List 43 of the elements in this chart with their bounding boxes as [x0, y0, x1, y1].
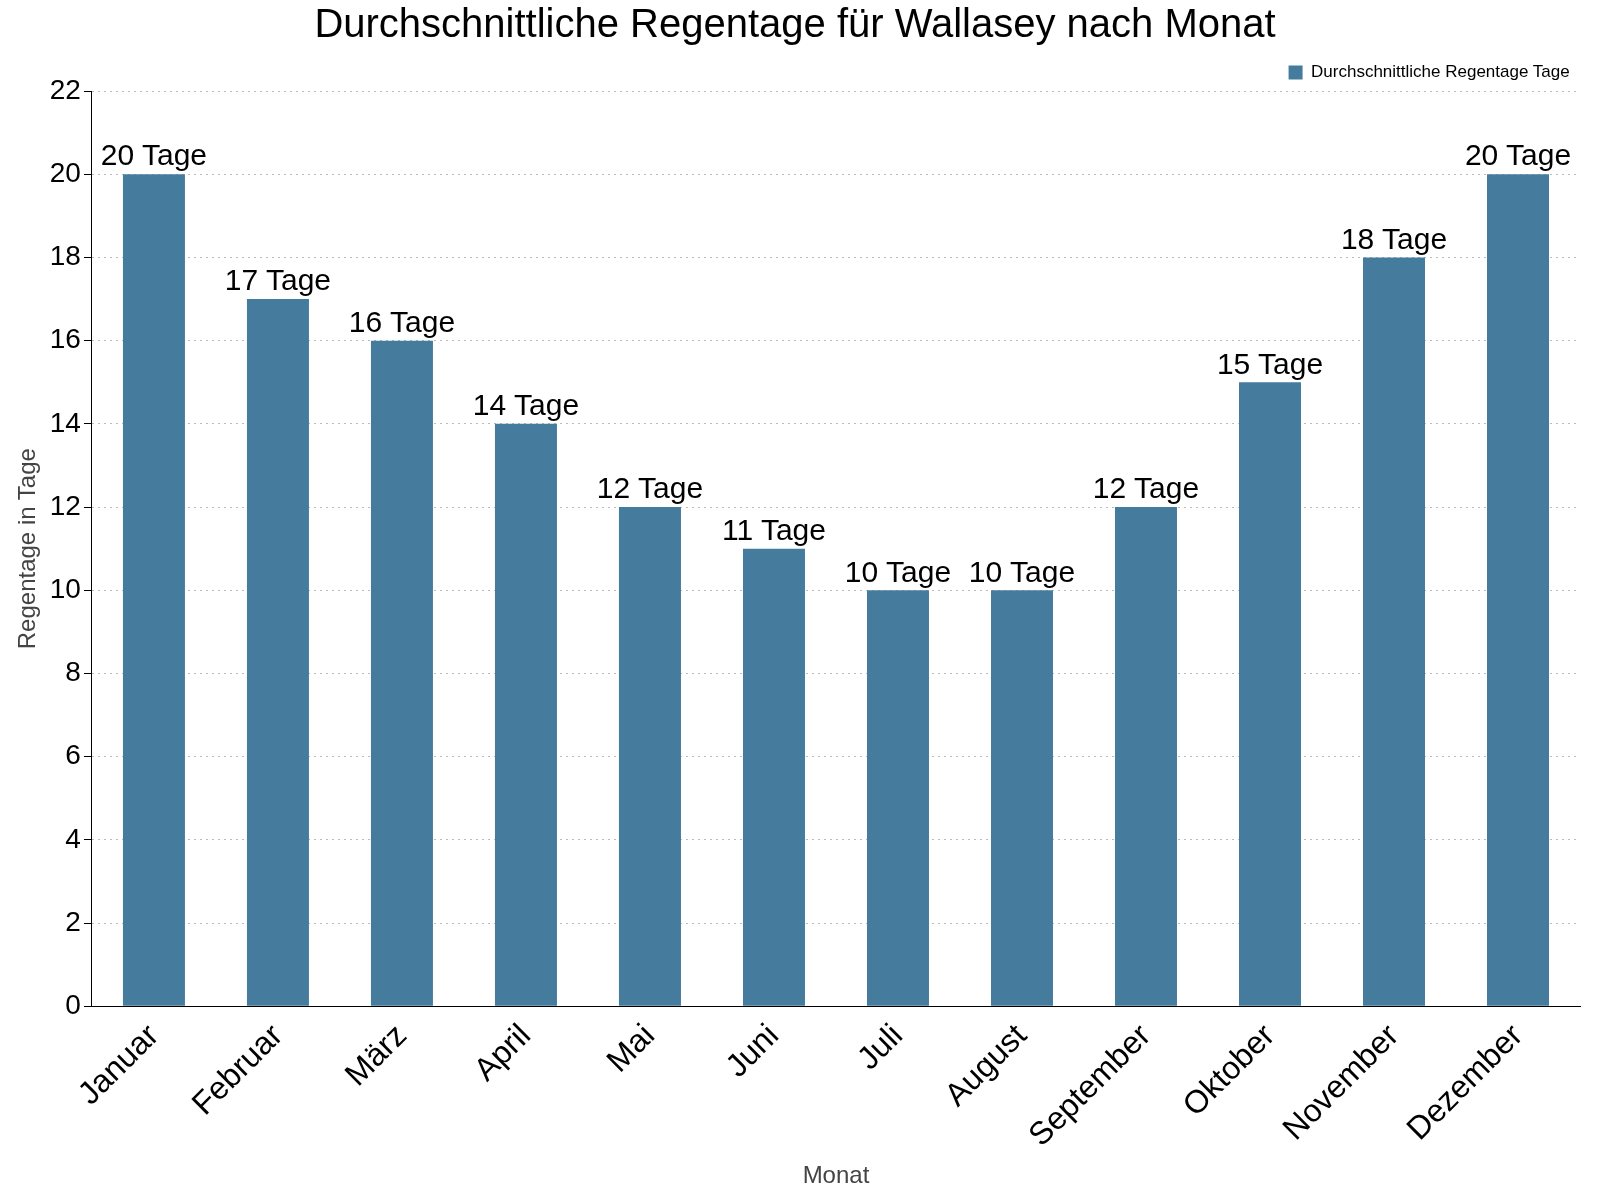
data-label: 16 Tage	[348, 304, 456, 338]
bar	[370, 340, 433, 1006]
y-tick-label: 14	[49, 406, 81, 438]
bar	[122, 174, 185, 1006]
x-axis-title: Monat	[802, 1161, 870, 1189]
bar	[742, 548, 805, 1006]
bar	[1487, 174, 1549, 1006]
data-label: 14 Tage	[472, 388, 580, 422]
y-tick-label: 8	[65, 656, 81, 688]
y-tick-label: 2	[65, 905, 81, 937]
bar	[990, 590, 1053, 1006]
data-label: 17 Tage	[224, 263, 332, 297]
data-label: 20 Tage	[100, 138, 208, 172]
data-label: 11 Tage	[721, 512, 826, 546]
data-label: 12 Tage	[596, 471, 704, 505]
y-tick-label: 10	[49, 573, 81, 605]
bar	[866, 590, 929, 1006]
data-label: 10 Tage	[968, 554, 1076, 588]
data-label: 10 Tage	[844, 554, 952, 588]
data-label: 15 Tage	[1216, 346, 1324, 380]
y-tick-label: 20	[49, 156, 81, 188]
y-axis-title: Regentage in Tage	[13, 448, 41, 650]
bar	[1114, 507, 1177, 1006]
y-tick-label: 16	[49, 323, 81, 355]
bar	[1362, 257, 1425, 1006]
bar	[618, 507, 681, 1006]
x-tick-label: Mai	[599, 1016, 662, 1079]
x-tick-label: Juni	[718, 1016, 786, 1084]
y-tick-label: 6	[65, 739, 81, 771]
chart-title: Durchschnittliche Regentage für Wallasey nach Monat	[314, 1, 1276, 46]
data-label: 12 Tage	[1092, 471, 1200, 505]
y-tick-label: 18	[49, 240, 81, 272]
data-label: 20 Tage	[1464, 138, 1572, 172]
legend-label: Durchschnittliche Regentage Tage	[1311, 62, 1570, 82]
bar	[494, 423, 557, 1006]
y-tick-label: 22	[49, 73, 81, 105]
bar	[1238, 382, 1301, 1006]
data-label: 18 Tage	[1340, 221, 1448, 255]
bar	[246, 299, 309, 1006]
x-tick-label: Juli	[849, 1016, 910, 1077]
y-tick-label: 0	[65, 989, 81, 1021]
y-tick-label: 4	[65, 822, 81, 854]
y-tick-label: 12	[49, 489, 81, 521]
